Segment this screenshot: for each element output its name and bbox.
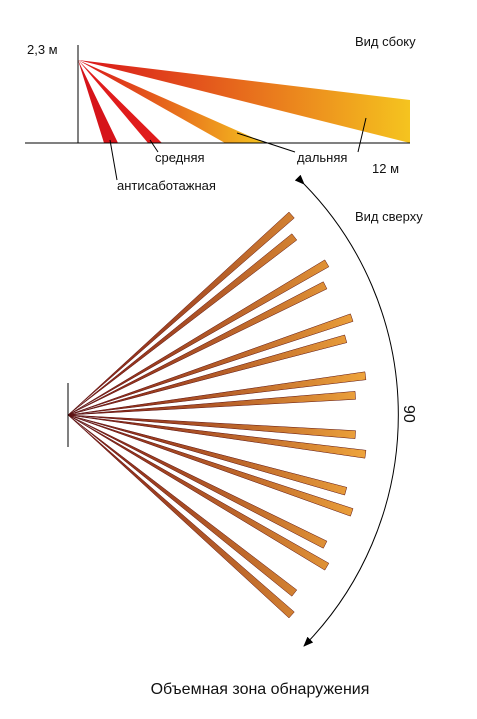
short-beam: [78, 60, 162, 143]
beam: [67, 414, 354, 517]
beam: [67, 414, 367, 459]
tamper-beam: [78, 60, 118, 143]
caption: Объемная зона обнаружения: [151, 681, 370, 698]
zone-label: средняя: [155, 150, 205, 165]
beam: [67, 414, 298, 597]
far-beam: [78, 60, 410, 143]
beam: [67, 414, 356, 439]
beam: [67, 371, 367, 416]
height-label: 2,3 м: [27, 42, 58, 57]
beam: [67, 313, 354, 416]
angle-label: 90: [400, 405, 417, 423]
leader: [357, 117, 367, 153]
mid-beam: [78, 60, 265, 143]
beam: [67, 391, 356, 416]
beam: [67, 414, 330, 571]
zone-label: антисаботажная: [117, 178, 216, 193]
beam: [67, 259, 330, 416]
beam: [67, 414, 348, 496]
beam: [67, 211, 295, 416]
range-label: 12 м: [372, 161, 399, 176]
leader: [236, 132, 296, 153]
beam: [67, 414, 328, 549]
angle-arc: [294, 174, 399, 647]
zone-label: дальняя: [297, 150, 347, 165]
beam: [67, 334, 348, 416]
beam: [67, 281, 328, 416]
beam: [67, 233, 298, 416]
side-view: 2,3 м Вид сбоку средняя дальняя антисабо…: [25, 34, 416, 193]
view-title: Вид сбоку: [355, 34, 416, 49]
view-title: Вид сверху: [355, 209, 423, 224]
leader: [109, 139, 118, 181]
leader: [149, 139, 159, 153]
beam: [67, 414, 295, 619]
top-view: Вид сверху 90: [67, 174, 423, 647]
